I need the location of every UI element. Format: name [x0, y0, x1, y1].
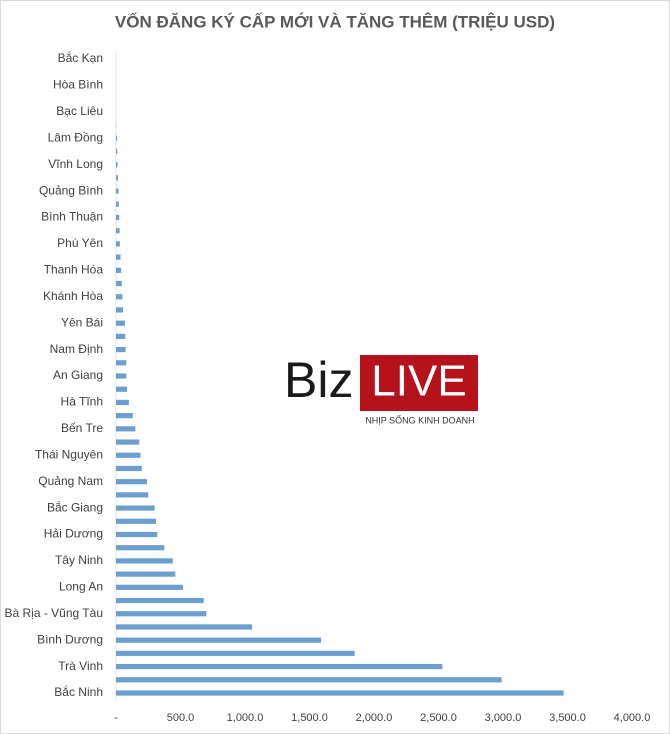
- bar: [116, 148, 118, 155]
- bar: [116, 413, 133, 419]
- y-tick-label: Bình Thuận: [41, 210, 103, 224]
- bar: [116, 663, 443, 670]
- bar: [116, 175, 118, 181]
- bar: [116, 465, 142, 472]
- y-tick-label: Long An: [59, 580, 103, 594]
- bar: [116, 624, 253, 630]
- y-tick-label: Phú Yên: [57, 236, 103, 250]
- y-tick-label: Nam Định: [50, 342, 103, 356]
- y-tick-label: Hà Tĩnh: [61, 395, 103, 409]
- x-tick-label: 4,000.0: [614, 712, 651, 724]
- y-tick-label: Khánh Hòa: [43, 289, 103, 303]
- y-tick-label: Bến Tre: [61, 421, 103, 435]
- bar: [116, 637, 322, 643]
- logo-box: [360, 355, 478, 411]
- bar: [116, 280, 122, 287]
- bar: [116, 346, 126, 353]
- bar: [116, 360, 127, 366]
- y-tick-label: Tây Ninh: [55, 553, 103, 567]
- y-tick-label: Bà Rịa - Vũng Tàu: [4, 606, 103, 620]
- bar: [116, 228, 120, 234]
- bar: [116, 373, 127, 379]
- bar: [116, 531, 158, 538]
- bar: [116, 241, 120, 247]
- y-tick-label: Hải Dương: [44, 527, 103, 541]
- bar: [116, 294, 123, 300]
- bar: [116, 518, 156, 524]
- bar: [116, 439, 140, 445]
- y-tick-label: Trà Vinh: [58, 659, 103, 673]
- bar: [116, 452, 141, 458]
- bar: [116, 597, 204, 604]
- watermark: Biz LIVE NHỊP SỐNG KINH DOANH: [284, 352, 478, 425]
- bar: [116, 492, 149, 498]
- x-tick-label: 3,500.0: [549, 712, 586, 724]
- y-tick-label: Bắc Ninh: [54, 684, 103, 699]
- bar: [116, 479, 147, 485]
- logo-biz: Biz: [284, 352, 353, 408]
- bar: [116, 188, 119, 194]
- y-tick-label: An Giang: [53, 368, 103, 382]
- chart-title: VỐN ĐĂNG KÝ CẤP MỚI VÀ TĂNG THÊM (TRIỆU …: [115, 11, 555, 31]
- bar: [116, 254, 121, 260]
- bar: [116, 399, 129, 406]
- y-tick-label: Thái Nguyên: [35, 447, 103, 461]
- bar: [116, 307, 124, 313]
- y-tick-label: Hòa Bình: [53, 78, 103, 92]
- x-tick-label: -: [114, 712, 118, 724]
- y-tick-label: Bạc Liêu: [56, 104, 103, 118]
- bar: [116, 611, 207, 617]
- bar: [116, 214, 120, 221]
- bar: [116, 135, 118, 141]
- bar: [116, 333, 126, 339]
- y-tick-label: Thanh Hóa: [44, 263, 104, 277]
- bar: [116, 426, 136, 432]
- bar: [116, 162, 118, 168]
- bar: [116, 584, 184, 590]
- x-tick-label: 2,500.0: [420, 712, 457, 724]
- bar: [116, 267, 122, 273]
- x-tick-label: 3,000.0: [485, 712, 522, 724]
- y-tick-label: Quảng Bình: [39, 183, 103, 197]
- bar: [116, 571, 176, 577]
- y-tick-label: Bắc Giang: [47, 499, 103, 514]
- bar: [116, 690, 564, 696]
- bar: [116, 558, 173, 564]
- y-tick-label: Lâm Đồng: [48, 130, 103, 144]
- logo-tagline: NHỊP SỐNG KINH DOANH: [365, 414, 474, 425]
- bar: [116, 201, 119, 207]
- x-tick-label: 1,000.0: [227, 712, 264, 724]
- bar: [116, 386, 127, 392]
- y-tick-label: Bình Dương: [37, 632, 103, 646]
- bar: [116, 677, 502, 683]
- y-tick-label: Quảng Nam: [38, 474, 103, 488]
- x-tick-label: 500.0: [167, 712, 195, 724]
- bar: [116, 545, 165, 551]
- y-tick-label: Bắc Kạn: [58, 50, 103, 65]
- bar: [116, 320, 126, 326]
- y-tick-label: Vĩnh Long: [48, 157, 103, 171]
- logo-live: LIVE: [371, 357, 466, 406]
- bar: [116, 650, 355, 656]
- y-tick-label: Yên Bái: [61, 315, 103, 329]
- bar: [116, 505, 155, 511]
- x-tick-label: 2,000.0: [356, 712, 393, 724]
- x-tick-label: 1,500.0: [291, 712, 328, 724]
